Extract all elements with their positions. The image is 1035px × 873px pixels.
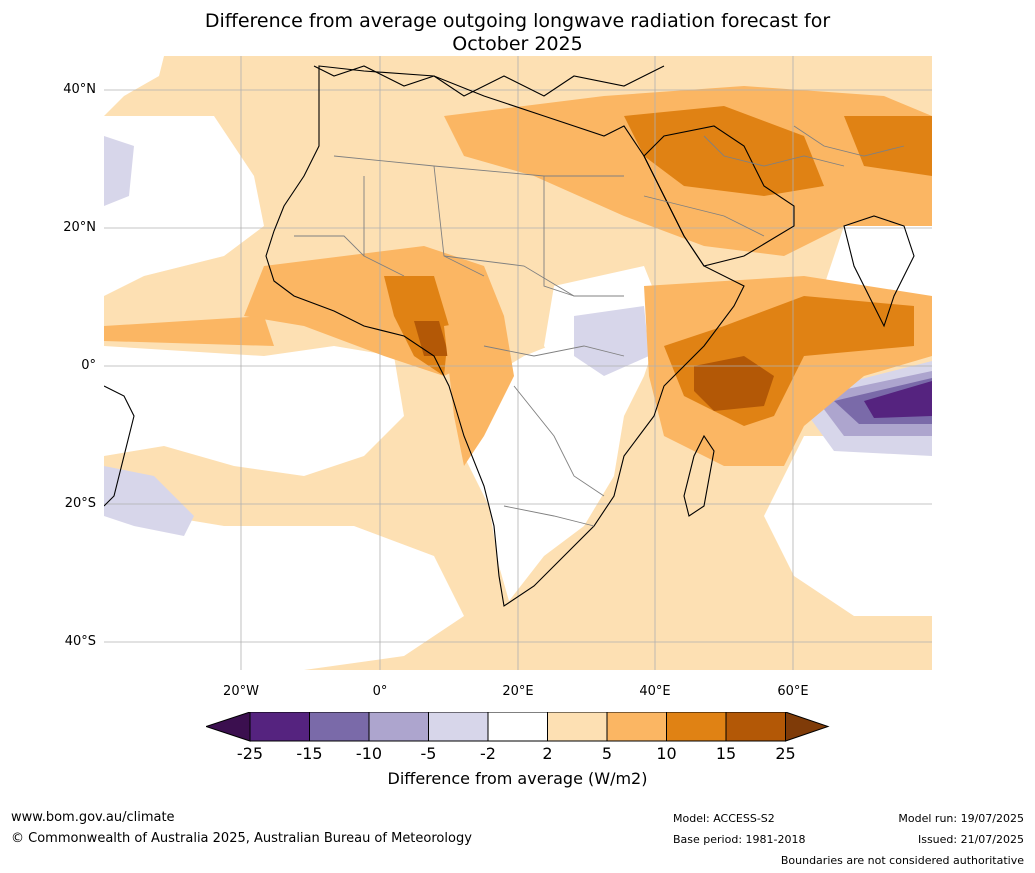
map-area bbox=[104, 56, 932, 670]
colorbar-segment bbox=[487, 712, 548, 742]
lat-label-40s: 40°S bbox=[64, 634, 96, 649]
colorbar-tick: -5 bbox=[420, 744, 437, 763]
colorbar-tick: -10 bbox=[355, 744, 383, 763]
colorbar-segment bbox=[309, 712, 370, 742]
negative-region-central-africa bbox=[574, 306, 649, 376]
lon-label-20e: 20°E bbox=[502, 684, 534, 699]
colorbar-segment bbox=[606, 712, 667, 742]
colorbar-low-extension bbox=[206, 712, 251, 742]
negative-region-west-atlantic bbox=[104, 136, 134, 206]
colorbar-segment bbox=[666, 712, 727, 742]
lat-label-20s: 20°S bbox=[64, 496, 96, 511]
positive-region-east-africa-peak bbox=[694, 356, 774, 411]
footer-model: Model: ACCESS-S2 bbox=[673, 812, 775, 825]
country-borders bbox=[294, 125, 905, 527]
map-title: Difference from average outgoing longwav… bbox=[0, 10, 1035, 56]
colorbar-tick: 2 bbox=[542, 744, 553, 763]
colorbar-segment bbox=[725, 712, 786, 742]
europe-coastline bbox=[313, 65, 665, 97]
colorbar bbox=[206, 712, 830, 742]
lat-label-20n: 20°N bbox=[63, 220, 96, 235]
colorbar-tick: 25 bbox=[775, 744, 796, 763]
lon-label-60e: 60°E bbox=[777, 684, 809, 699]
map-svg bbox=[104, 56, 932, 670]
africa-coastline bbox=[265, 65, 745, 607]
neutral-region-south-africa bbox=[464, 336, 624, 601]
lon-label-20w: 20°W bbox=[223, 684, 259, 699]
footer-issued: Issued: 21/07/2025 bbox=[917, 833, 1024, 846]
colorbar-label: Difference from average (W/m2) bbox=[387, 769, 648, 788]
colorbar-tick: 10 bbox=[656, 744, 677, 763]
positive-region-central-asia bbox=[844, 116, 932, 176]
title-line-1: Difference from average outgoing longwav… bbox=[204, 10, 831, 32]
madagascar-coastline bbox=[683, 434, 715, 517]
positive-region-atlantic-band bbox=[104, 316, 274, 346]
colorbar-tick: -15 bbox=[296, 744, 323, 763]
neutral-region-south-atlantic bbox=[104, 506, 464, 670]
negative-region-indian-peak bbox=[864, 381, 932, 418]
negative-region-south-atlantic bbox=[104, 466, 194, 536]
positive-region-gulf-guinea-peak bbox=[414, 321, 449, 356]
footer-website[interactable]: www.bom.gov.au/climate bbox=[11, 810, 175, 825]
footer-model-run: Model run: 19/07/2025 bbox=[898, 812, 1024, 825]
lon-label-40e: 40°E bbox=[639, 684, 671, 699]
india-coastline bbox=[843, 215, 915, 328]
colorbar-segment bbox=[249, 712, 310, 742]
neutral-region-atlantic-mid bbox=[104, 346, 404, 476]
positive-region-middle-east-strong bbox=[624, 106, 824, 196]
colorbar-segment bbox=[547, 712, 608, 742]
lat-label-40n: 40°N bbox=[63, 82, 96, 97]
grid-lines bbox=[104, 56, 932, 670]
colorbar-tick: 5 bbox=[601, 744, 613, 763]
footer-disclaimer: Boundaries are not considered authoritat… bbox=[780, 854, 1024, 867]
neutral-region-indian-south bbox=[764, 436, 932, 616]
colorbar-tick: -2 bbox=[480, 744, 496, 763]
footer-copyright: © Commonwealth of Australia 2025, Austra… bbox=[11, 831, 472, 846]
neutral-region-north bbox=[104, 56, 164, 116]
lon-label-0: 0° bbox=[372, 684, 388, 699]
colorbar-segment bbox=[368, 712, 429, 742]
colorbar-tick: -25 bbox=[236, 744, 264, 763]
title-line-2: October 2025 bbox=[452, 33, 583, 55]
south-america-coastline bbox=[104, 385, 135, 507]
footer-base-period: Base period: 1981-2018 bbox=[673, 833, 806, 846]
colorbar-high-extension bbox=[785, 712, 830, 742]
colorbar-segment bbox=[428, 712, 489, 742]
arabia-coastline bbox=[643, 125, 795, 267]
colorbar-tick: 15 bbox=[715, 744, 737, 763]
lat-label-0: 0° bbox=[81, 358, 96, 373]
neutral-region-atlantic bbox=[104, 116, 264, 296]
